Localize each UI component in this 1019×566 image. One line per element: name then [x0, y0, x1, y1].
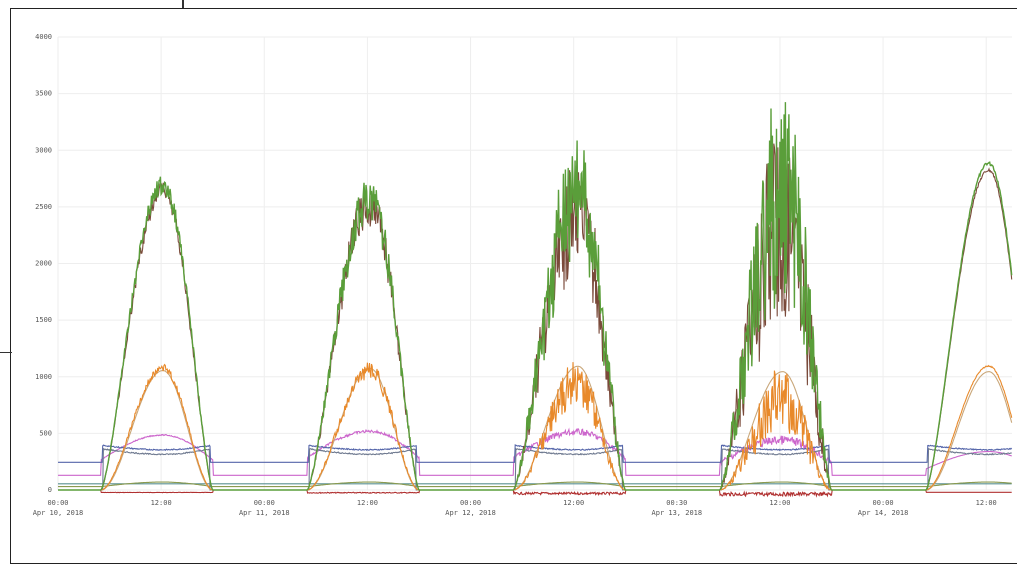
series-line-brown — [58, 143, 1013, 491]
y-tick-label: 4000 — [35, 33, 52, 41]
series-line-olive — [58, 481, 1012, 488]
x-tick-time: 00:00 — [254, 499, 275, 507]
y-tick-label: 3500 — [35, 90, 52, 98]
series-line-red — [58, 489, 1012, 498]
x-tick-time: 00:00 — [873, 499, 894, 507]
x-tick-time: 12:00 — [563, 499, 584, 507]
series-line-green — [58, 102, 1013, 491]
y-tick-label: 2000 — [35, 260, 52, 268]
x-tick-date: Apr 10, 2018 — [33, 509, 84, 517]
series-line-blue — [58, 444, 1013, 463]
y-tick-label: 0 — [48, 486, 52, 494]
x-tick-time: 00:30 — [666, 499, 687, 507]
x-tick-date: Apr 14, 2018 — [858, 509, 909, 517]
x-tick-time: 12:00 — [151, 499, 172, 507]
x-tick-time: 12:00 — [769, 499, 790, 507]
y-tick-label: 1500 — [35, 316, 52, 324]
series-line-magenta — [58, 427, 1012, 476]
x-tick-time: 12:00 — [976, 499, 997, 507]
series-lines — [58, 102, 1013, 498]
x-axis-ticks: 00:00 Apr 10, 2018 12:00 00:00 Apr 11, 2018 1… — [33, 499, 997, 517]
x-tick-date: Apr 12, 2018 — [445, 509, 496, 517]
window-tab-notch — [0, 0, 184, 8]
y-tick-label: 3000 — [35, 146, 52, 154]
x-tick-time: 00:00 — [47, 499, 68, 507]
y-tick-label: 1000 — [35, 373, 52, 381]
y-tick-label: 2500 — [35, 203, 52, 211]
y-axis-ticks: 0 500 1000 1500 2000 2500 3000 3500 4000 — [35, 33, 52, 494]
y-tick-label: 500 — [39, 429, 52, 437]
x-tick-date: Apr 13, 2018 — [652, 509, 703, 517]
x-tick-time: 00:00 — [460, 499, 481, 507]
x-tick-date: Apr 11, 2018 — [239, 509, 290, 517]
x-tick-time: 12:00 — [357, 499, 378, 507]
side-marker — [0, 352, 12, 353]
